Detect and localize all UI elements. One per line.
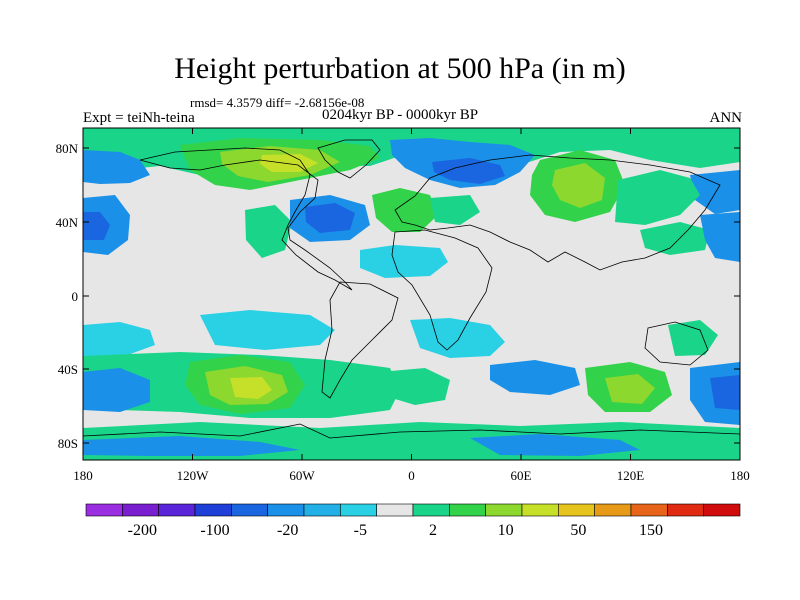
contour-region xyxy=(640,222,710,255)
experiment-label: Expt = teiNh-teina xyxy=(83,110,195,126)
contour-region xyxy=(245,205,292,258)
colorbar-swatch xyxy=(158,503,196,517)
lon-tick-label: 60W xyxy=(289,468,315,483)
contour-region xyxy=(700,212,740,262)
contour-region xyxy=(83,322,155,356)
colorbar: -200 -100 -20 -5 2 10 50 150 xyxy=(85,503,741,539)
coastlines xyxy=(83,139,740,439)
greenland-coast xyxy=(317,139,381,179)
lat-axis: 80N 40N 0 40S 80S xyxy=(56,141,740,451)
field-layer xyxy=(83,128,740,460)
contour-region xyxy=(372,188,438,232)
lon-tick-label: 120E xyxy=(617,468,645,483)
colorbar-label: 10 xyxy=(498,522,514,539)
colorbar-swatch xyxy=(412,503,450,517)
contour-region xyxy=(668,320,718,356)
lon-tick-label: 180 xyxy=(73,468,93,483)
contour-region xyxy=(380,368,450,405)
contour-region xyxy=(430,195,480,225)
colorbar-swatch xyxy=(703,503,741,517)
contour-region xyxy=(432,158,505,184)
lat-tick-label: 80N xyxy=(56,141,79,156)
colorbar-swatch xyxy=(449,503,486,517)
colorbar-label: -200 xyxy=(128,522,157,539)
colorbar-swatch xyxy=(340,503,377,517)
colorbar-swatch xyxy=(85,503,123,517)
lat-tick-label: 80S xyxy=(58,436,78,451)
colorbar-swatch xyxy=(376,503,414,517)
contour-region xyxy=(690,170,740,214)
colorbar-swatch xyxy=(521,503,559,517)
australia-coast xyxy=(644,321,709,366)
colorbar-swatch xyxy=(485,503,523,517)
contour-region xyxy=(490,360,580,395)
colorbar-label: 2 xyxy=(429,522,437,539)
contour-region xyxy=(200,310,335,350)
contour-region xyxy=(552,163,605,208)
time-period: 0204kyr BP - 0000kyr BP xyxy=(322,107,479,123)
colorbar-label: 150 xyxy=(639,522,663,539)
map-title: Height perturbation at 500 hPa (in m) xyxy=(174,52,626,85)
africa-coast xyxy=(391,229,493,351)
contour-region xyxy=(260,154,318,172)
colorbar-swatch xyxy=(231,503,268,517)
season-label: ANN xyxy=(709,110,743,126)
north-america-coast xyxy=(139,147,353,291)
contour-region xyxy=(360,245,448,278)
colorbar-swatch xyxy=(667,503,704,517)
contour-region xyxy=(470,434,640,456)
colorbar-swatch xyxy=(194,503,232,517)
contour-region xyxy=(83,150,150,184)
colorbar-label: -100 xyxy=(200,522,229,539)
contour-region xyxy=(305,203,355,233)
antarctica-coast xyxy=(83,423,740,439)
contour-region xyxy=(605,374,655,404)
colorbar-swatch xyxy=(594,503,632,517)
lon-tick-label: 180 xyxy=(730,468,750,483)
colorbar-swatch xyxy=(267,503,305,517)
contour-region xyxy=(710,375,740,410)
lon-tick-label: 0 xyxy=(408,468,415,483)
lat-tick-label: 40S xyxy=(58,362,78,377)
lon-tick-label: 60E xyxy=(511,468,532,483)
lon-axis: 180 120W 60W 0 60E 120E 180 xyxy=(73,128,750,483)
contour-region xyxy=(83,212,110,240)
stats-line: rmsd= 4.3579 diff= -2.68156e-08 xyxy=(190,95,365,110)
contour-region xyxy=(83,436,300,456)
colorbar-label: -20 xyxy=(277,522,298,539)
south-america-coast xyxy=(321,281,399,399)
colorbar-swatch xyxy=(303,503,341,517)
lat-tick-label: 40N xyxy=(56,215,79,230)
contour-region xyxy=(83,368,150,412)
colorbar-swatch xyxy=(122,503,159,517)
colorbar-swatch xyxy=(630,503,668,517)
lat-tick-label: 0 xyxy=(72,289,79,304)
contour-region xyxy=(230,377,272,399)
eurasia-coast xyxy=(394,154,721,271)
colorbar-swatch xyxy=(558,503,595,517)
contour-region xyxy=(615,170,700,225)
colorbar-label: 50 xyxy=(570,522,586,539)
colorbar-label: -5 xyxy=(354,522,367,539)
lon-tick-label: 120W xyxy=(177,468,210,483)
